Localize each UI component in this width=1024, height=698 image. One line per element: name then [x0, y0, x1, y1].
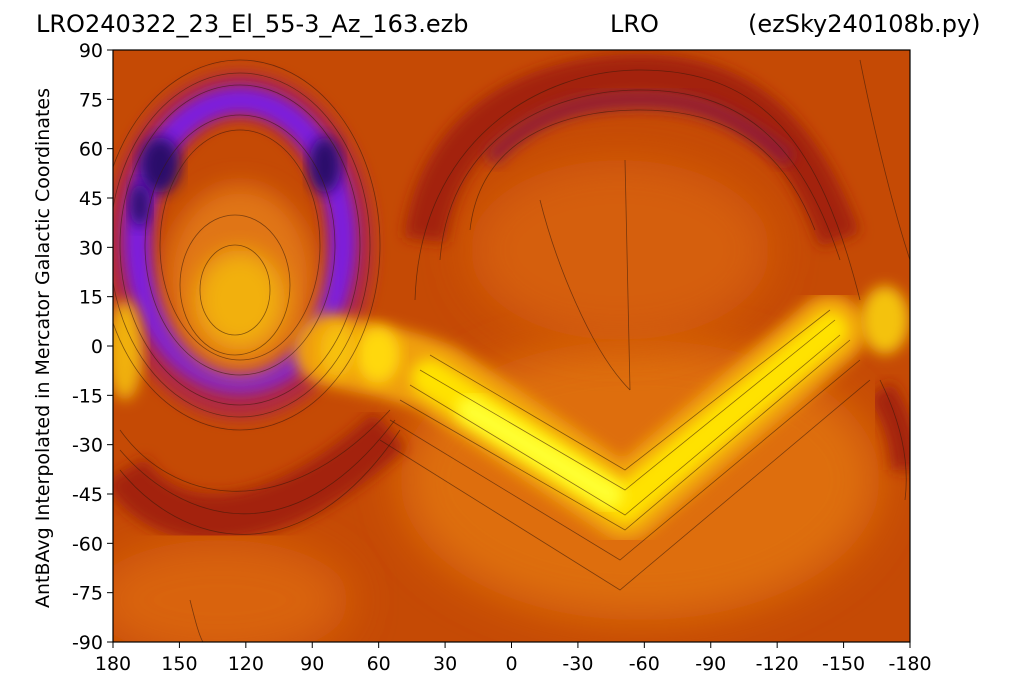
- y-tick-label: 90: [79, 40, 103, 62]
- x-tick-label: 180: [95, 653, 131, 675]
- heatmap-hot-spot: [356, 327, 400, 383]
- x-tick-label: 60: [367, 653, 391, 675]
- x-tick-label: 120: [228, 653, 264, 675]
- heatmap-dark-band: [113, 412, 407, 542]
- x-tick-label: 0: [505, 653, 517, 675]
- x-tick-label: -30: [562, 653, 593, 675]
- heatmap-warm-region: [113, 540, 350, 642]
- x-tick-label: -90: [695, 653, 726, 675]
- heatmap-dark-band: [484, 91, 796, 167]
- contour-lines: [113, 59, 910, 642]
- heatmap-bright-core: [457, 397, 623, 508]
- y-tick-label: -90: [72, 632, 103, 654]
- y-tick-label: -15: [72, 385, 103, 407]
- heatmap-field: [113, 50, 910, 642]
- y-tick-label: -60: [72, 533, 103, 555]
- x-tick-label: -120: [756, 653, 799, 675]
- y-tick-label: -30: [72, 435, 103, 457]
- x-tick-label: 30: [433, 653, 457, 675]
- heatmap-hot-spot: [113, 300, 143, 400]
- y-tick-label: -75: [72, 583, 103, 605]
- x-tick-label: -150: [822, 653, 865, 675]
- heatmap-cold-core: [130, 183, 150, 227]
- y-tick-label: 45: [79, 188, 103, 210]
- chart-title-center: LRO: [610, 10, 659, 38]
- heatmap-cold-core: [309, 137, 341, 193]
- heatmap-dark-band: [404, 53, 860, 248]
- chart-title-left: LRO240322_23_El_55-3_Az_163.ezb: [36, 10, 469, 38]
- heatmap-ring-interior: [195, 250, 285, 350]
- heatmap-warm-region: [470, 160, 770, 340]
- y-tick-label: 15: [79, 287, 103, 309]
- y-tick-label: 60: [79, 139, 103, 161]
- y-tick-label: 75: [79, 89, 103, 111]
- y-tick-label: -45: [72, 484, 103, 506]
- y-tick-label: 0: [91, 336, 103, 358]
- heatmap-cold-core: [140, 137, 180, 193]
- heatmap-cold-ring: [124, 87, 356, 393]
- heatmap-hot-spot: [320, 324, 356, 376]
- x-tick-label: -180: [888, 653, 931, 675]
- chart-title-right: (ezSky240108b.py): [748, 10, 981, 38]
- y-axis: 90 75 60 45 30 15 0 -15 -30 -45 -60 -75 -90: [72, 40, 113, 654]
- x-tick-label: 90: [300, 653, 324, 675]
- x-tick-label: -60: [629, 653, 660, 675]
- x-tick-label: 150: [161, 653, 197, 675]
- heatmap-hot-spot: [861, 286, 909, 354]
- x-axis: 180 150 120 90 60 30 0 -30 -60 -90 -120 -150 -180: [95, 642, 932, 675]
- y-tick-label: 30: [79, 237, 103, 259]
